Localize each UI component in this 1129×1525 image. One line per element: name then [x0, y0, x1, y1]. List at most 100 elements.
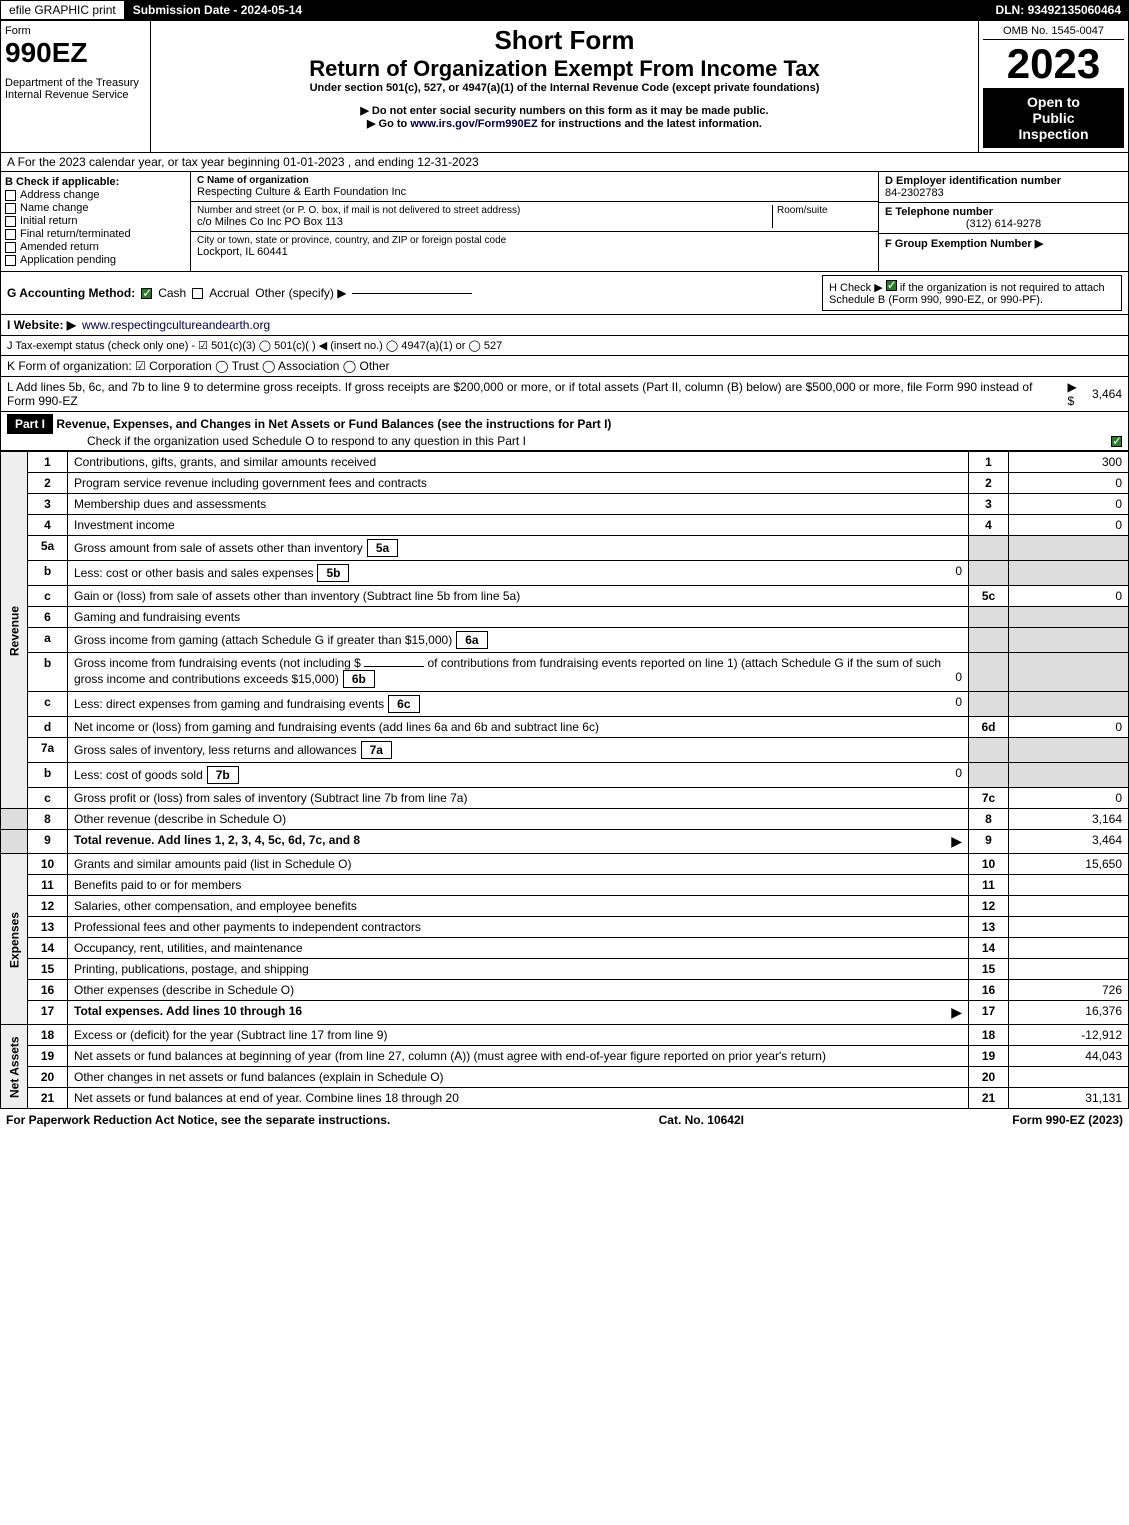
- dln: DLN: 93492135060464: [988, 1, 1129, 19]
- line-4: 4Investment income40: [1, 515, 1129, 536]
- short-form-title: Short Form: [155, 25, 974, 56]
- ein-value: 84-2302783: [885, 187, 1122, 199]
- line-9: 9Total revenue. Add lines 1, 2, 3, 4, 5c…: [1, 830, 1129, 854]
- footer-right: Form 990-EZ (2023): [1012, 1113, 1123, 1127]
- org-name-row: C Name of organization Respecting Cultur…: [191, 172, 878, 202]
- line-10: Expenses 10Grants and similar amounts pa…: [1, 854, 1129, 875]
- form-word: Form: [5, 25, 146, 37]
- box-f: F Group Exemption Number ▶: [879, 234, 1128, 253]
- top-bar: efile GRAPHIC print Submission Date - 20…: [0, 0, 1129, 20]
- header-right: OMB No. 1545-0047 2023 Open to Public In…: [978, 21, 1128, 152]
- line-17: 17Total expenses. Add lines 10 through 1…: [1, 1001, 1129, 1025]
- irs-link[interactable]: www.irs.gov/Form990EZ: [410, 118, 537, 130]
- line-6c: cLess: direct expenses from gaming and f…: [1, 692, 1129, 717]
- room-label: Room/suite: [772, 205, 872, 228]
- l-arrow: ▶ $: [1068, 380, 1086, 408]
- form-header: Form 990EZ Department of the Treasury In…: [0, 20, 1129, 153]
- sub3-prefix: ▶ Go to: [367, 118, 410, 130]
- g-label: G Accounting Method:: [7, 286, 135, 300]
- dln-label: DLN:: [996, 3, 1025, 17]
- line-15: 15Printing, publications, postage, and s…: [1, 959, 1129, 980]
- efile-print[interactable]: efile GRAPHIC print: [0, 0, 125, 20]
- line-5b: bLess: cost or other basis and sales exp…: [1, 561, 1129, 586]
- website-link[interactable]: www.respectingcultureandearth.org: [82, 318, 270, 332]
- sub3-suffix: for instructions and the latest informat…: [538, 118, 762, 130]
- expenses-label: Expenses: [1, 854, 28, 1025]
- line-2: 2Program service revenue including gover…: [1, 473, 1129, 494]
- i-label: I Website: ▶: [7, 318, 76, 332]
- box-c: C Name of organization Respecting Cultur…: [191, 172, 878, 271]
- line-16: 16Other expenses (describe in Schedule O…: [1, 980, 1129, 1001]
- submission-date: Submission Date - 2024-05-14: [125, 1, 310, 19]
- header-mid: Short Form Return of Organization Exempt…: [151, 21, 978, 152]
- part1-header: Part I Revenue, Expenses, and Changes in…: [0, 412, 1129, 451]
- checkbox-icon: [5, 216, 16, 227]
- chk-schedule-o[interactable]: [1111, 436, 1122, 447]
- line-5c: cGain or (loss) from sale of assets othe…: [1, 586, 1129, 607]
- line-k: K Form of organization: ☑ Corporation ◯ …: [0, 356, 1129, 377]
- line-20: 20Other changes in net assets or fund ba…: [1, 1067, 1129, 1088]
- chk-accrual[interactable]: [192, 288, 203, 299]
- chk-amended[interactable]: Amended return: [5, 241, 186, 253]
- street-value: c/o Milnes Co Inc PO Box 113: [197, 216, 772, 228]
- city-row: City or town, state or province, country…: [191, 232, 878, 261]
- accrual-label: Accrual: [209, 286, 249, 300]
- city-label: City or town, state or province, country…: [197, 235, 506, 246]
- line-a: A For the 2023 calendar year, or tax yea…: [0, 153, 1129, 172]
- checkbox-icon: [5, 242, 16, 253]
- tax-year: 2023: [983, 40, 1124, 88]
- line-7c: cGross profit or (loss) from sales of in…: [1, 788, 1129, 809]
- dln-value: 93492135060464: [1028, 3, 1121, 17]
- part1-title: Revenue, Expenses, and Changes in Net As…: [56, 417, 611, 431]
- line-6d: dNet income or (loss) from gaming and fu…: [1, 717, 1129, 738]
- section-bcdef: B Check if applicable: Address change Na…: [0, 172, 1129, 272]
- omb-number: OMB No. 1545-0047: [983, 25, 1124, 40]
- chk-pending[interactable]: Application pending: [5, 254, 186, 266]
- line-18: Net Assets 18Excess or (deficit) for the…: [1, 1025, 1129, 1046]
- l1-amount: 300: [1009, 452, 1129, 473]
- chk-final[interactable]: Final return/terminated: [5, 228, 186, 240]
- checkbox-icon: [5, 229, 16, 240]
- page-footer: For Paperwork Reduction Act Notice, see …: [0, 1109, 1129, 1131]
- line-13: 13Professional fees and other payments t…: [1, 917, 1129, 938]
- irs-label: Internal Revenue Service: [5, 89, 146, 101]
- line-i: I Website: ▶ www.respectingcultureandear…: [0, 315, 1129, 336]
- open1: Open to: [987, 94, 1120, 110]
- open2: Public: [987, 110, 1120, 126]
- c-label: C Name of organization: [197, 175, 406, 186]
- line-7b: bLess: cost of goods sold7b0: [1, 763, 1129, 788]
- line-6b: bGross income from fundraising events (n…: [1, 653, 1129, 692]
- line-3: 3Membership dues and assessments30: [1, 494, 1129, 515]
- city-value: Lockport, IL 60441: [197, 246, 506, 258]
- line-7a: 7aGross sales of inventory, less returns…: [1, 738, 1129, 763]
- return-title: Return of Organization Exempt From Incom…: [155, 56, 974, 82]
- dept-treasury: Department of the Treasury: [5, 77, 146, 89]
- header-sub1: Under section 501(c), 527, or 4947(a)(1)…: [155, 82, 974, 94]
- open3: Inspection: [987, 126, 1120, 142]
- chk-address[interactable]: Address change: [5, 189, 186, 201]
- footer-left: For Paperwork Reduction Act Notice, see …: [6, 1113, 390, 1127]
- l1-text: Contributions, gifts, grants, and simila…: [68, 452, 969, 473]
- line-11: 11Benefits paid to or for members11: [1, 875, 1129, 896]
- revenue-label: Revenue: [1, 452, 28, 809]
- box-d: D Employer identification number 84-2302…: [879, 172, 1128, 203]
- chk-initial[interactable]: Initial return: [5, 215, 186, 227]
- box-b-label: B Check if applicable:: [5, 176, 186, 188]
- form-number: 990EZ: [5, 37, 146, 69]
- f-label: F Group Exemption Number ▶: [885, 237, 1122, 250]
- checkbox-icon: [5, 203, 16, 214]
- line-l: L Add lines 5b, 6c, and 7b to line 9 to …: [0, 377, 1129, 412]
- chk-cash[interactable]: [141, 288, 152, 299]
- org-name: Respecting Culture & Earth Foundation In…: [197, 186, 406, 198]
- box-e: E Telephone number (312) 614-9278: [879, 203, 1128, 234]
- l-value: 3,464: [1092, 387, 1122, 401]
- box-b: B Check if applicable: Address change Na…: [1, 172, 191, 271]
- box-def: D Employer identification number 84-2302…: [878, 172, 1128, 271]
- line-j: J Tax-exempt status (check only one) - ☑…: [0, 336, 1129, 356]
- chk-name[interactable]: Name change: [5, 202, 186, 214]
- chk-h[interactable]: [886, 280, 897, 291]
- box-h: H Check ▶ if the organization is not req…: [822, 275, 1122, 311]
- cash-label: Cash: [158, 286, 186, 300]
- other-label: Other (specify) ▶: [255, 286, 346, 300]
- line-8: 8Other revenue (describe in Schedule O)8…: [1, 809, 1129, 830]
